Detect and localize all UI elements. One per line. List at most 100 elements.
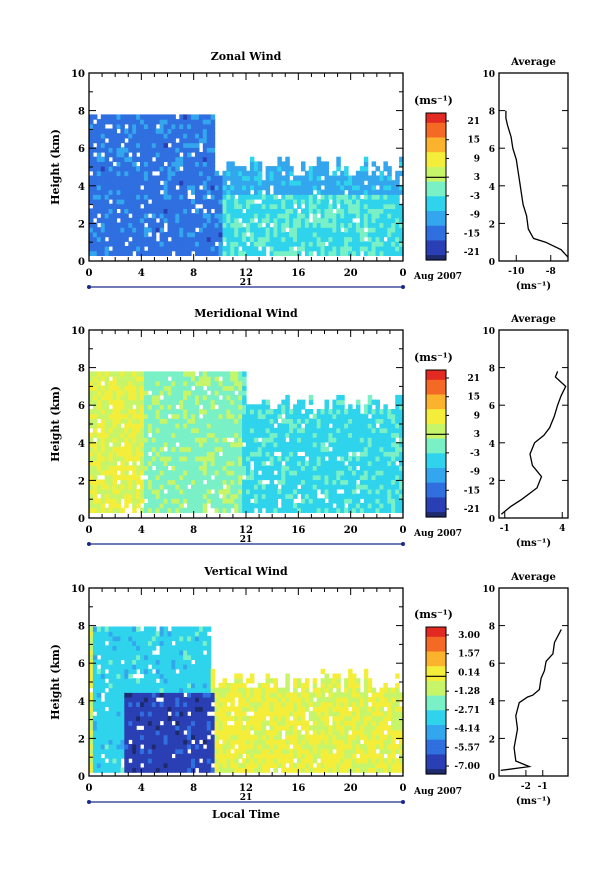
heatmap-cell: [367, 432, 373, 438]
heatmap-cell: [120, 753, 125, 759]
heatmap-cell: [218, 227, 223, 233]
heatmap-cell: [363, 156, 369, 162]
heatmap-cell: [395, 498, 400, 504]
heatmap-cell: [116, 673, 121, 679]
heatmap-cell: [100, 654, 106, 660]
heatmap-cell: [179, 427, 184, 434]
heatmap-cell: [191, 371, 196, 377]
heatmap-cell: [108, 213, 114, 219]
heatmap-cell: [332, 217, 337, 224]
heatmap-cell: [210, 493, 216, 499]
heatmap-cell: [167, 217, 172, 224]
heatmap-cell: [293, 413, 298, 419]
heatmap-cell: [285, 175, 290, 181]
heatmap-cell: [120, 678, 125, 684]
heatmap-cell: [273, 437, 278, 443]
heatmap-cell: [140, 739, 145, 745]
heatmap-cell: [163, 451, 169, 457]
heatmap-cell: [308, 180, 314, 186]
heatmap-cell: [140, 701, 145, 707]
heatmap-cell: [202, 250, 208, 256]
heatmap-cell: [120, 208, 125, 214]
heatmap-cell: [183, 744, 188, 750]
heatmap-cell: [89, 725, 94, 731]
heatmap-cell: [100, 711, 106, 717]
heatmap-cell: [253, 404, 259, 410]
heatmap-cell: [92, 423, 98, 429]
heatmap-cell: [183, 720, 188, 726]
heatmap-cell: [336, 399, 341, 405]
heatmap-cell: [187, 739, 192, 745]
heatmap-cell: [336, 474, 341, 481]
heatmap-cell: [136, 711, 141, 717]
heatmap-cell: [363, 208, 369, 214]
heatmap-cell: [140, 635, 145, 642]
colorbar-segment: [426, 453, 446, 457]
heatmap-cell: [320, 166, 326, 172]
heatmap-cell: [375, 227, 380, 233]
heatmap-cell: [340, 180, 345, 186]
heatmap-cell: [289, 423, 294, 429]
heatmap-cell: [269, 199, 275, 205]
heatmap-cell: [308, 203, 314, 209]
heatmap-cell: [195, 744, 200, 750]
heatmap-cell: [175, 241, 180, 247]
heatmap-cell: [285, 241, 290, 247]
heatmap-cell: [187, 626, 192, 632]
heatmap-cell: [171, 441, 176, 448]
heatmap-cell: [242, 470, 247, 476]
heatmap-cell: [246, 474, 251, 481]
heatmap-cell: [238, 236, 243, 242]
heatmap-cell: [136, 142, 141, 148]
heatmap-cell: [324, 231, 329, 238]
heatmap-cell: [253, 246, 259, 252]
heatmap-cell: [120, 133, 125, 139]
heatmap-cell: [183, 114, 188, 120]
heatmap-cell: [128, 668, 133, 675]
heatmap-cell: [191, 484, 196, 490]
heatmap-cell: [214, 503, 220, 509]
heatmap-cell: [249, 184, 255, 191]
heatmap-cell: [367, 231, 373, 238]
heatmap-cell: [195, 217, 200, 224]
heatmap-cell: [226, 441, 231, 448]
heatmap-cell: [151, 194, 157, 200]
colorbar-segment: [426, 372, 446, 376]
heatmap-cell: [108, 250, 114, 256]
heatmap-cell: [226, 161, 231, 167]
heatmap-cell: [195, 231, 200, 238]
heatmap-cell: [210, 460, 216, 466]
heatmap-cell: [92, 673, 98, 679]
heatmap-cell: [163, 156, 169, 162]
heatmap-cell: [332, 507, 337, 513]
heatmap-cell: [112, 432, 117, 438]
heatmap-cell: [230, 194, 235, 200]
heatmap-cell: [187, 222, 192, 228]
heatmap-cell: [202, 711, 208, 717]
heatmap-cell: [202, 493, 208, 499]
heatmap-cell: [120, 170, 125, 177]
panel-title: Zonal Wind: [211, 50, 282, 63]
heatmap-cell: [175, 175, 180, 181]
heatmap-cell: [159, 404, 165, 410]
heatmap-cell: [202, 184, 208, 191]
heatmap-cell: [340, 241, 345, 247]
heatmap-cell: [218, 437, 223, 443]
heatmap-cell: [363, 217, 369, 224]
heatmap-cell: [183, 123, 188, 130]
heatmap-cell: [136, 715, 141, 722]
heatmap-cell: [195, 152, 200, 158]
heatmap-cell: [171, 241, 176, 247]
heatmap-cell: [265, 409, 271, 415]
heatmap-cell: [140, 227, 145, 233]
heatmap-cell: [89, 498, 94, 504]
heatmap-cell: [226, 409, 231, 415]
heatmap-cell: [147, 753, 153, 759]
heatmap-cell: [116, 404, 121, 410]
colorbar-segment: [426, 201, 446, 205]
heatmap-cell: [140, 687, 145, 693]
heatmap-cell: [320, 479, 326, 485]
heatmap-cell: [371, 427, 377, 434]
heatmap-cell: [155, 437, 161, 443]
heatmap-cell: [234, 231, 239, 238]
